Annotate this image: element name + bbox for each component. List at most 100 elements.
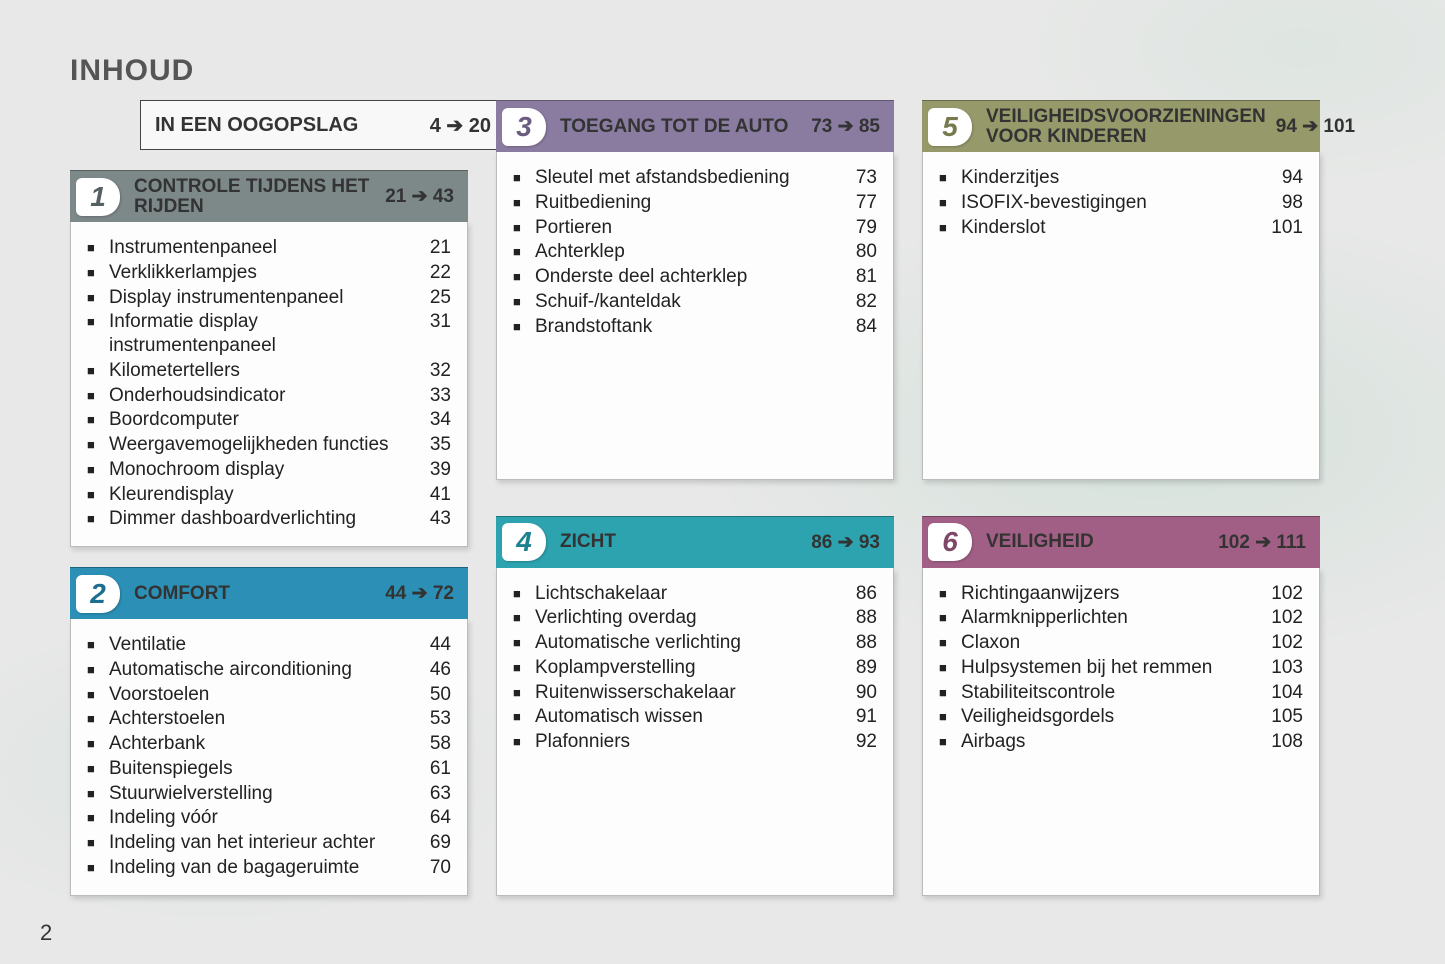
section-header: 2COMFORT44 ➔ 72	[70, 567, 468, 619]
toc-item[interactable]: ■Instrumentenpaneel21	[87, 236, 451, 260]
bullet-icon: ■	[87, 433, 109, 453]
toc-item-label: Automatisch wissen	[535, 705, 835, 729]
toc-item[interactable]: ■Kinderzitjes94	[939, 166, 1303, 190]
toc-item[interactable]: ■Claxon102	[939, 631, 1303, 655]
toc-item-page: 39	[409, 458, 451, 482]
toc-item-label: Indeling vóór	[109, 806, 409, 830]
toc-item[interactable]: ■ISOFIX-bevestigingen98	[939, 191, 1303, 215]
toc-item-label: Ruitenwisserschakelaar	[535, 681, 835, 705]
toc-item[interactable]: ■Achterstoelen53	[87, 707, 451, 731]
toc-item-page: 31	[409, 310, 451, 334]
bullet-icon: ■	[87, 384, 109, 404]
toc-item[interactable]: ■Koplampverstelling89	[513, 656, 877, 680]
toc-item[interactable]: ■Portieren79	[513, 216, 877, 240]
toc-item[interactable]: ■Automatische verlichting88	[513, 631, 877, 655]
toc-item-label: Automatische airconditioning	[109, 658, 409, 682]
toc-item[interactable]: ■Achterklep80	[513, 240, 877, 264]
page-title: INHOUD	[70, 54, 194, 88]
toc-item[interactable]: ■Veiligheidsgordels105	[939, 705, 1303, 729]
toc-item[interactable]: ■Plafonniers92	[513, 730, 877, 754]
section-number-badge: 6	[928, 523, 972, 561]
bullet-icon: ■	[87, 831, 109, 851]
bullet-icon: ■	[939, 656, 961, 676]
section-page-range: 44 ➔ 72	[385, 582, 454, 605]
toc-item[interactable]: ■Verklikkerlampjes22	[87, 261, 451, 285]
toc-item[interactable]: ■Weergavemogelijkheden functies35	[87, 433, 451, 457]
toc-item[interactable]: ■Brandstoftank84	[513, 315, 877, 339]
toc-item[interactable]: ■Automatische airconditioning46	[87, 658, 451, 682]
section-header: 1CONTROLE TIJDENS HET RIJDEN21 ➔ 43	[70, 170, 468, 222]
toc-item-label: Lichtschakelaar	[535, 582, 835, 606]
toc-item[interactable]: ■Lichtschakelaar86	[513, 582, 877, 606]
toc-item[interactable]: ■Kinderslot101	[939, 216, 1303, 240]
toc-item-label: Achterstoelen	[109, 707, 409, 731]
section-header: 3TOEGANG TOT DE AUTO73 ➔ 85	[496, 100, 894, 152]
toc-item[interactable]: ■Ruitenwisserschakelaar90	[513, 681, 877, 705]
bullet-icon: ■	[939, 631, 961, 651]
toc-item-page: 98	[1261, 191, 1303, 215]
toc-item[interactable]: ■Dimmer dashboardverlichting43	[87, 507, 451, 531]
toc-item-page: 77	[835, 191, 877, 215]
toc-item[interactable]: ■Hulpsystemen bij het remmen103	[939, 656, 1303, 680]
toc-item[interactable]: ■Alarmknipperlichten102	[939, 606, 1303, 630]
toc-item-page: 88	[835, 606, 877, 630]
toc-item-label: Portieren	[535, 216, 835, 240]
bullet-icon: ■	[87, 261, 109, 281]
toc-item[interactable]: ■Informatie display instrumentenpaneel31	[87, 310, 451, 358]
toc-item[interactable]: ■Onderhoudsindicator33	[87, 384, 451, 408]
toc-item-label: Kinderzitjes	[961, 166, 1261, 190]
toc-item[interactable]: ■Display instrumentenpaneel25	[87, 286, 451, 310]
section-title: CONTROLE TIJDENS HET RIJDEN	[134, 177, 375, 217]
toc-item[interactable]: ■Onderste deel achterklep81	[513, 265, 877, 289]
toc-item-page: 22	[409, 261, 451, 285]
toc-item[interactable]: ■Sleutel met afstandsbediening73	[513, 166, 877, 190]
toc-item[interactable]: ■Boordcomputer34	[87, 408, 451, 432]
section-1: 1CONTROLE TIJDENS HET RIJDEN21 ➔ 43■Inst…	[70, 170, 468, 547]
toc-item[interactable]: ■Achterbank58	[87, 732, 451, 756]
toc-item[interactable]: ■Ruitbediening77	[513, 191, 877, 215]
toc-item[interactable]: ■Kilometertellers32	[87, 359, 451, 383]
section-number-badge: 3	[502, 108, 546, 146]
bullet-icon: ■	[87, 310, 109, 330]
toc-item-page: 33	[409, 384, 451, 408]
intro-box: IN EEN OOGOPSLAG 4 ➔ 20	[140, 100, 510, 150]
toc-item[interactable]: ■Voorstoelen50	[87, 683, 451, 707]
bullet-icon: ■	[939, 582, 961, 602]
toc-item-label: Kleurendisplay	[109, 483, 409, 507]
toc-item[interactable]: ■Indeling van het interieur achter69	[87, 831, 451, 855]
bullet-icon: ■	[939, 705, 961, 725]
section-body: ■Richtingaanwijzers102■Alarmknipperlicht…	[922, 568, 1320, 896]
toc-item[interactable]: ■Stabiliteitscontrole104	[939, 681, 1303, 705]
toc-item[interactable]: ■Buitenspiegels61	[87, 757, 451, 781]
bullet-icon: ■	[87, 856, 109, 876]
toc-item[interactable]: ■Stuurwielverstelling63	[87, 782, 451, 806]
bullet-icon: ■	[939, 681, 961, 701]
section-body: ■Instrumentenpaneel21■Verklikkerlampjes2…	[70, 222, 468, 547]
toc-item[interactable]: ■Richtingaanwijzers102	[939, 582, 1303, 606]
toc-item[interactable]: ■Verlichting overdag88	[513, 606, 877, 630]
toc-item-label: Alarmknipperlichten	[961, 606, 1261, 630]
toc-item-label: Achterbank	[109, 732, 409, 756]
toc-item-label: Verlichting overdag	[535, 606, 835, 630]
toc-item-label: Airbags	[961, 730, 1261, 754]
toc-item-label: Plafonniers	[535, 730, 835, 754]
toc-item[interactable]: ■Ventilatie44	[87, 633, 451, 657]
toc-item[interactable]: ■Automatisch wissen91	[513, 705, 877, 729]
bullet-icon: ■	[513, 656, 535, 676]
section-number-badge: 4	[502, 523, 546, 561]
toc-item[interactable]: ■Airbags108	[939, 730, 1303, 754]
section-header: 6VEILIGHEID102 ➔ 111	[922, 516, 1320, 568]
toc-item[interactable]: ■Indeling vóór64	[87, 806, 451, 830]
toc-item[interactable]: ■Monochroom display39	[87, 458, 451, 482]
toc-item-page: 108	[1261, 730, 1303, 754]
bullet-icon: ■	[87, 236, 109, 256]
toc-item[interactable]: ■Indeling van de bagageruimte70	[87, 856, 451, 880]
toc-item-page: 34	[409, 408, 451, 432]
toc-item-page: 92	[835, 730, 877, 754]
section-page-range: 73 ➔ 85	[811, 115, 880, 138]
toc-item[interactable]: ■Schuif-/kanteldak82	[513, 290, 877, 314]
toc-item-page: 69	[409, 831, 451, 855]
toc-item-label: Informatie display instrumentenpaneel	[109, 310, 409, 358]
toc-item-label: Automatische verlichting	[535, 631, 835, 655]
toc-item[interactable]: ■Kleurendisplay41	[87, 483, 451, 507]
